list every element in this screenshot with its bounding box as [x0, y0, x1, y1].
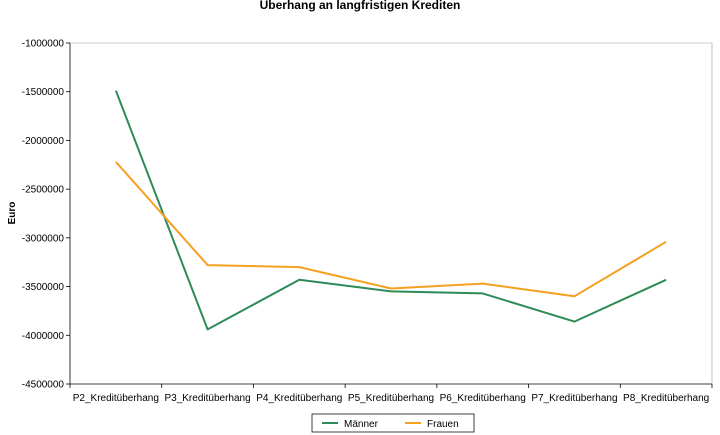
y-tick-label: -2000000 [22, 136, 65, 147]
y-tick-label: -4500000 [22, 380, 65, 391]
axes [69, 42, 713, 385]
legend: Männer Frauen [311, 413, 475, 433]
x-tick-label: P6_Kreditüberhang [440, 393, 526, 404]
x-tick-label: P7_Kreditüberhang [531, 393, 617, 404]
y-tick-label: -2500000 [22, 185, 65, 196]
chart-title: Überhang an langfristigen Krediten [260, 0, 461, 12]
y-tick-label: -1000000 [22, 39, 65, 50]
y-tick-label: -4000000 [22, 331, 65, 342]
x-tick-label: P8_Kreditüberhang [623, 393, 709, 404]
y-axis-label: Euro [7, 202, 18, 225]
series-lines [114, 90, 667, 331]
y-tick-label: -3500000 [22, 282, 65, 293]
series-line-maenner [114, 90, 667, 331]
legend-label-frauen: Frauen [427, 419, 459, 430]
y-tick-label: -3000000 [22, 233, 65, 244]
legend-label-maenner: Männer [344, 419, 379, 430]
y-axis-ticks: -1000000 -1500000 -2000000 -2500000 -3000000… [22, 39, 70, 391]
x-tick-label: P5_Kreditüberhang [348, 393, 434, 404]
y-tick-label: -1500000 [22, 87, 65, 98]
x-axis-ticks: P2_Kreditüberhang P3_Kreditüberhang P4_Kre… [69, 384, 713, 404]
series-line-frauen [115, 161, 667, 298]
legend-box [311, 413, 475, 433]
x-tick-label: P3_Kreditüberhang [164, 393, 250, 404]
x-tick-label: P2_Kreditüberhang [73, 393, 159, 404]
x-tick-label: P4_Kreditüberhang [256, 393, 342, 404]
